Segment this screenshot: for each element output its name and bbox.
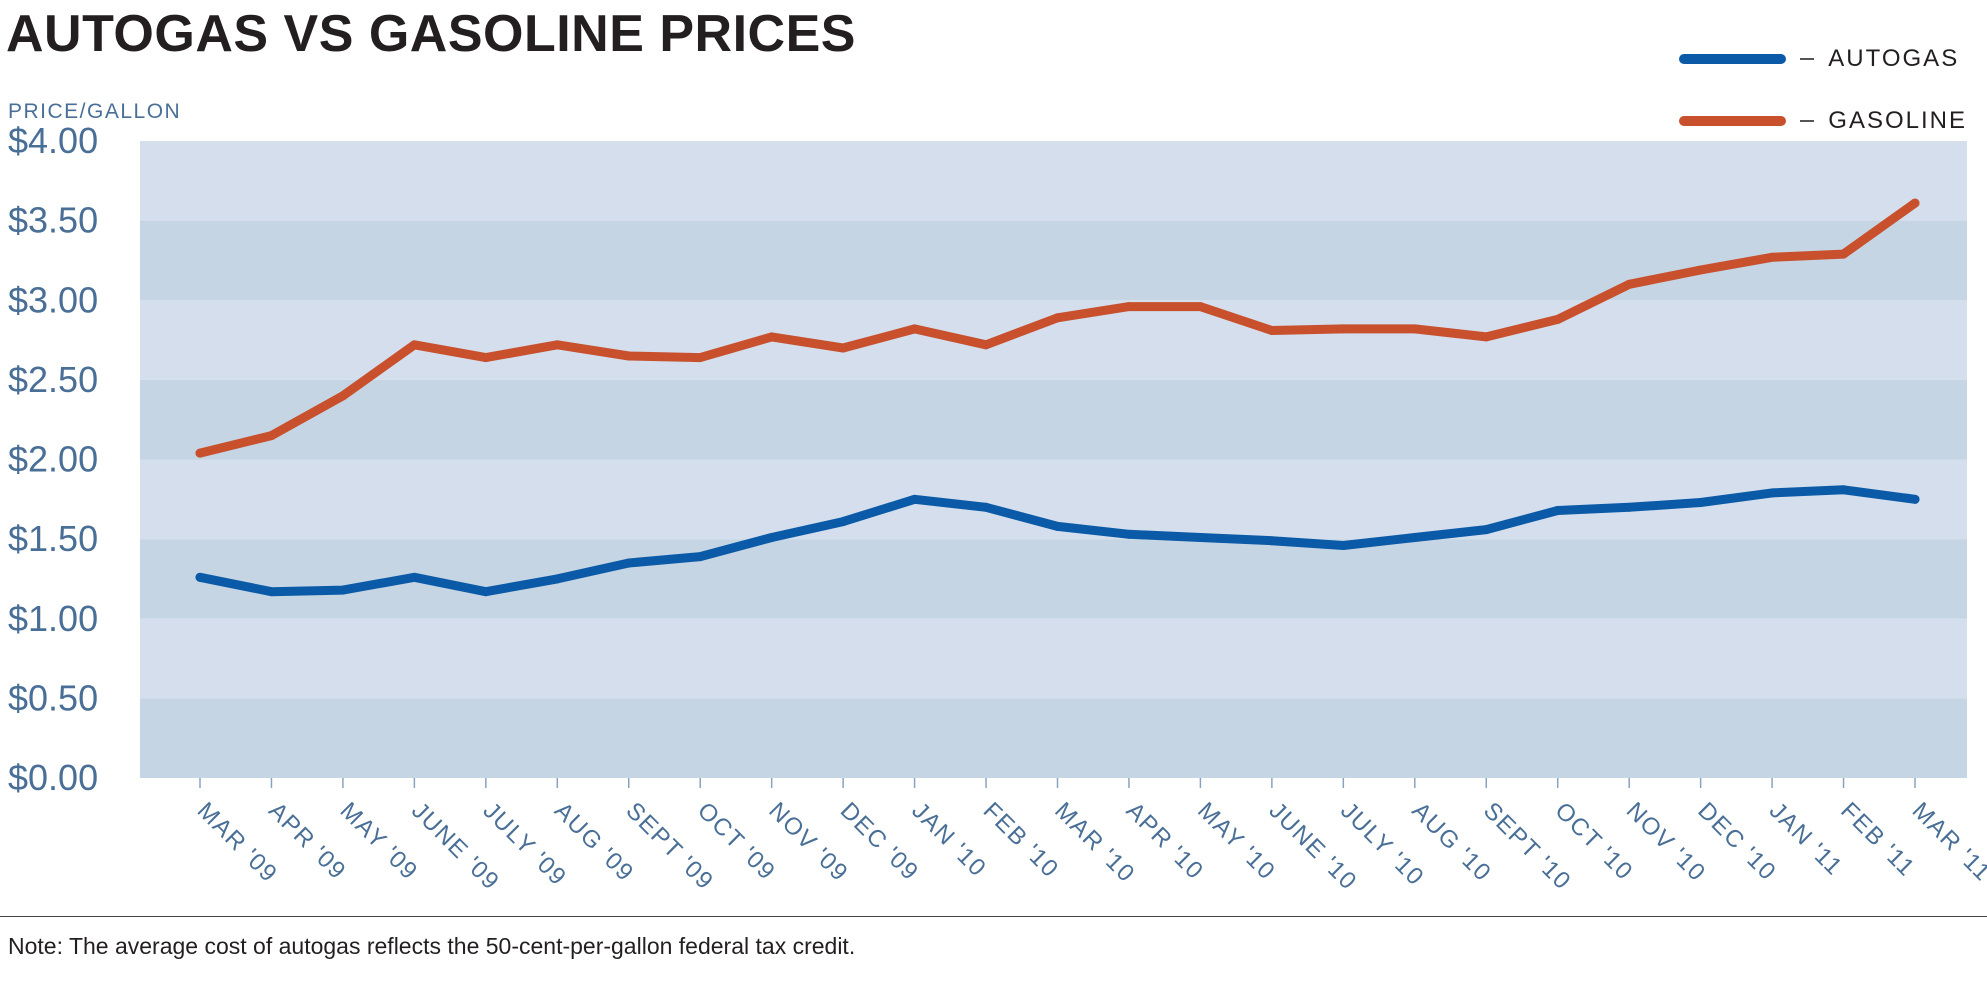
data-point-autogas [1696, 497, 1706, 507]
data-point-autogas [1338, 540, 1348, 550]
data-point-gasoline [1410, 324, 1420, 334]
data-point-autogas [981, 502, 991, 512]
data-point-gasoline [1267, 326, 1277, 336]
data-point-gasoline [409, 340, 419, 350]
data-point-gasoline [624, 351, 634, 361]
data-point-gasoline [1338, 324, 1348, 334]
data-point-autogas [195, 572, 205, 582]
data-point-autogas [1624, 502, 1634, 512]
data-point-autogas [1195, 533, 1205, 543]
data-point-autogas [409, 572, 419, 582]
data-point-autogas [1481, 525, 1491, 535]
data-point-gasoline [1839, 249, 1849, 259]
data-point-autogas [838, 517, 848, 527]
data-point-gasoline [552, 340, 562, 350]
y-tick-label: $3.50 [8, 200, 98, 241]
data-point-gasoline [1124, 302, 1134, 312]
data-point-autogas [1553, 505, 1563, 515]
legend-label-autogas: AUTOGAS [1828, 45, 1960, 72]
legend-dash [1800, 58, 1815, 60]
legend-item-gasoline: GASOLINE [1679, 90, 1967, 152]
data-point-autogas [1910, 494, 1920, 504]
grid-band [140, 618, 1967, 699]
data-point-gasoline [1195, 302, 1205, 312]
data-point-gasoline [767, 332, 777, 342]
grid-band [140, 220, 1967, 301]
x-tick-label: MAY '10 [1192, 797, 1281, 886]
data-point-autogas [695, 552, 705, 562]
y-tick-label: $4.00 [8, 120, 98, 161]
data-point-gasoline [910, 324, 920, 334]
data-point-autogas [1267, 536, 1277, 546]
data-point-gasoline [695, 353, 705, 363]
data-point-gasoline [838, 343, 848, 353]
y-tick-label: $1.50 [8, 518, 98, 559]
data-point-gasoline [981, 340, 991, 350]
data-point-gasoline [1481, 332, 1491, 342]
data-point-autogas [624, 558, 634, 568]
data-point-autogas [481, 587, 491, 597]
legend-item-autogas: AUTOGAS [1679, 28, 1967, 90]
data-point-gasoline [1696, 265, 1706, 275]
data-point-autogas [1839, 485, 1849, 495]
footnote: Note: The average cost of autogas reflec… [8, 933, 856, 959]
data-point-autogas [767, 533, 777, 543]
data-point-gasoline [1767, 252, 1777, 262]
data-point-autogas [552, 574, 562, 584]
grid-band [140, 300, 1967, 380]
legend-swatch-gasoline [1679, 116, 1787, 126]
data-point-gasoline [1553, 314, 1563, 324]
data-point-gasoline [266, 431, 276, 441]
data-point-autogas [1767, 488, 1777, 498]
data-point-autogas [910, 494, 920, 504]
data-point-gasoline [338, 391, 348, 401]
divider-rule [0, 916, 1987, 917]
y-tick-label: $1.00 [8, 598, 98, 639]
data-point-autogas [266, 587, 276, 597]
data-point-autogas [1410, 533, 1420, 543]
y-tick-label: $0.50 [8, 677, 98, 718]
legend: AUTOGAS GASOLINE [1679, 28, 1967, 152]
grid-band [140, 698, 1967, 778]
data-point-gasoline [1624, 279, 1634, 289]
y-axis-label: PRICE/GALLON [8, 100, 182, 123]
grid-band [140, 141, 1967, 221]
x-tick-label: FEB '11 [1835, 797, 1920, 882]
data-point-autogas [1053, 521, 1062, 531]
chart-title: AUTOGAS VS GASOLINE PRICES [6, 5, 856, 63]
data-point-autogas [338, 585, 348, 595]
y-tick-label: $0.00 [8, 757, 98, 798]
data-point-gasoline [1053, 313, 1062, 323]
legend-dash [1800, 120, 1815, 122]
y-tick-label: $2.00 [8, 439, 98, 480]
data-point-gasoline [195, 448, 205, 458]
y-tick-label: $3.00 [8, 279, 98, 320]
data-point-gasoline [481, 353, 491, 363]
y-tick-label: $2.50 [8, 359, 98, 400]
legend-swatch-autogas [1679, 54, 1787, 64]
legend-label-gasoline: GASOLINE [1828, 107, 1967, 134]
data-point-gasoline [1910, 198, 1920, 208]
x-tick-label: FEB '10 [978, 797, 1064, 883]
grid-band [140, 379, 1967, 460]
x-tick-label: MAY '09 [335, 797, 424, 886]
x-tick-label: MAR '11 [1907, 797, 1987, 887]
data-point-autogas [1124, 529, 1134, 539]
